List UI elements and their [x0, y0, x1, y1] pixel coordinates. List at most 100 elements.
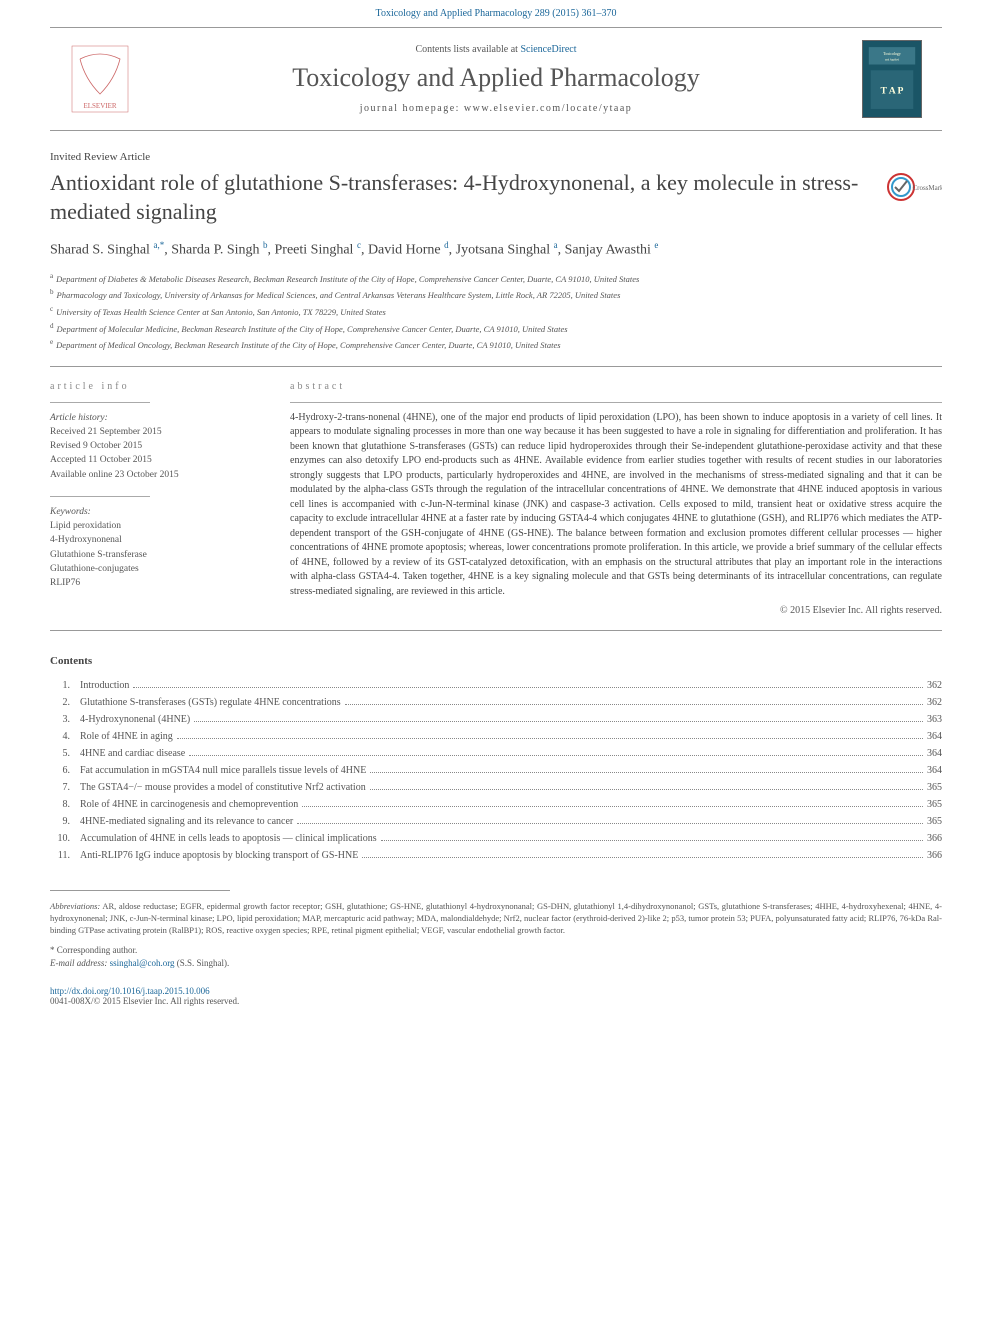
toc-num: 7. — [50, 779, 80, 796]
divider — [50, 630, 942, 631]
article-info-column: article info Article history: Received 2… — [50, 381, 260, 617]
affiliation: eDepartment of Medical Oncology, Beckman… — [50, 337, 942, 352]
journal-banner: ELSEVIER Contents lists available at Sci… — [50, 27, 942, 131]
homepage-line: journal homepage: www.elsevier.com/locat… — [130, 103, 862, 114]
toc-label: Introduction — [80, 677, 129, 694]
issn-line: 0041-008X/© 2015 Elsevier Inc. All right… — [50, 996, 239, 1006]
title-row: Antioxidant role of glutathione S-transf… — [50, 169, 942, 226]
info-abstract-row: article info Article history: Received 2… — [50, 381, 942, 617]
toc-page: 365 — [927, 813, 942, 830]
toc-num: 1. — [50, 677, 80, 694]
toc-row[interactable]: 8.Role of 4HNE in carcinogenesis and che… — [50, 796, 942, 813]
affiliation: bPharmacology and Toxicology, University… — [50, 287, 942, 302]
divider — [290, 402, 942, 403]
revised-date: Revised 9 October 2015 — [50, 439, 260, 453]
svg-text:ELSEVIER: ELSEVIER — [83, 102, 116, 110]
affiliation: dDepartment of Molecular Medicine, Beckm… — [50, 321, 942, 336]
footer-separator — [50, 890, 230, 891]
accepted-date: Accepted 11 October 2015 — [50, 453, 260, 467]
toc-dots — [345, 704, 923, 705]
divider-short — [50, 496, 150, 497]
abstract-header: abstract — [290, 381, 942, 392]
toc-label: Role of 4HNE in aging — [80, 728, 173, 745]
homepage-prefix: journal homepage: — [360, 103, 464, 114]
toc-num: 10. — [50, 830, 80, 847]
toc-label: The GSTA4−/− mouse provides a model of c… — [80, 779, 366, 796]
contents-header: Contents — [50, 655, 942, 667]
toc-dots — [302, 806, 923, 807]
toc-num: 3. — [50, 711, 80, 728]
toc-row[interactable]: 5.4HNE and cardiac disease364 — [50, 745, 942, 762]
toc-page: 366 — [927, 830, 942, 847]
toc-row[interactable]: 6.Fat accumulation in mGSTA4 null mice p… — [50, 762, 942, 779]
banner-center: Contents lists available at ScienceDirec… — [130, 44, 862, 114]
svg-text:T A P: T A P — [881, 86, 904, 97]
toc-dots — [297, 823, 923, 824]
affiliation: aDepartment of Diabetes & Metabolic Dise… — [50, 271, 942, 286]
toc-row[interactable]: 2.Glutathione S-transferases (GSTs) regu… — [50, 694, 942, 711]
toc-label: Anti-RLIP76 IgG induce apoptosis by bloc… — [80, 847, 358, 864]
toc-row[interactable]: 3.4-Hydroxynonenal (4HNE)363 — [50, 711, 942, 728]
article-info-header: article info — [50, 381, 260, 392]
toc-page: 365 — [927, 796, 942, 813]
toc-row[interactable]: 10.Accumulation of 4HNE in cells leads t… — [50, 830, 942, 847]
contents-prefix: Contents lists available at — [415, 44, 520, 55]
toc-page: 363 — [927, 711, 942, 728]
affiliation: cUniversity of Texas Health Science Cent… — [50, 304, 942, 319]
toc-page: 364 — [927, 745, 942, 762]
crossmark-icon[interactable]: CrossMark — [886, 169, 942, 205]
keyword: Glutathione S-transferase — [50, 548, 260, 562]
toc-label: Fat accumulation in mGSTA4 null mice par… — [80, 762, 366, 779]
toc-label: 4HNE-mediated signaling and its relevanc… — [80, 813, 293, 830]
elsevier-logo: ELSEVIER — [70, 44, 130, 114]
sciencedirect-link[interactable]: ScienceDirect — [520, 44, 576, 55]
toc-row[interactable]: 9.4HNE-mediated signaling and its releva… — [50, 813, 942, 830]
toc-label: Accumulation of 4HNE in cells leads to a… — [80, 830, 377, 847]
copyright-line: © 2015 Elsevier Inc. All rights reserved… — [290, 605, 942, 616]
homepage-url[interactable]: www.elsevier.com/locate/ytaap — [464, 103, 632, 114]
toc-row[interactable]: 7.The GSTA4−/− mouse provides a model of… — [50, 779, 942, 796]
toc-num: 8. — [50, 796, 80, 813]
author-name: , Sharda P. Singh — [164, 243, 259, 258]
toc-page: 362 — [927, 677, 942, 694]
toc-row[interactable]: 4.Role of 4HNE in aging 364 — [50, 728, 942, 745]
citation-link[interactable]: Toxicology and Applied Pharmacology 289 … — [376, 8, 617, 19]
authors-line: Sharad S. Singhal a,*, Sharda P. Singh b… — [50, 240, 942, 259]
toc-page: 364 — [927, 762, 942, 779]
email-name: (S.S. Singhal). — [175, 958, 230, 968]
email-label: E-mail address: — [50, 958, 107, 968]
toc-dots — [370, 789, 923, 790]
article-type: Invited Review Article — [50, 151, 942, 163]
toc-row[interactable]: 1.Introduction 362 — [50, 677, 942, 694]
toc-page: 365 — [927, 779, 942, 796]
toc-dots — [177, 738, 923, 739]
corresponding-author: * Corresponding author. — [50, 945, 942, 955]
author-name: , David Horne — [361, 243, 441, 258]
toc-num: 4. — [50, 728, 80, 745]
doi-link[interactable]: http://dx.doi.org/10.1016/j.taap.2015.10… — [50, 986, 210, 996]
keyword: RLIP76 — [50, 576, 260, 590]
citation-header: Toxicology and Applied Pharmacology 289 … — [0, 0, 992, 27]
divider-short — [50, 402, 150, 403]
keyword: Glutathione-conjugates — [50, 562, 260, 576]
toc-label: Glutathione S-transferases (GSTs) regula… — [80, 694, 341, 711]
toc-row[interactable]: 11.Anti-RLIP76 IgG induce apoptosis by b… — [50, 847, 942, 864]
abbrev-text: AR, aldose reductase; EGFR, epidermal gr… — [50, 901, 942, 935]
keywords-label: Keywords: — [50, 505, 260, 519]
toc-num: 6. — [50, 762, 80, 779]
email-line: E-mail address: ssinghal@coh.org (S.S. S… — [50, 958, 942, 968]
history-label: Article history: — [50, 411, 260, 425]
keyword: 4-Hydroxynonenal — [50, 533, 260, 547]
abstract-column: abstract 4-Hydroxy-2-trans-nonenal (4HNE… — [290, 381, 942, 617]
journal-name: Toxicology and Applied Pharmacology — [130, 63, 862, 93]
toc-page: 366 — [927, 847, 942, 864]
toc-num: 11. — [50, 847, 80, 864]
email-link[interactable]: ssinghal@coh.org — [110, 958, 175, 968]
table-of-contents: 1.Introduction3622.Glutathione S-transfe… — [50, 677, 942, 864]
toc-page: 364 — [927, 728, 942, 745]
toc-dots — [370, 772, 923, 773]
toc-num: 2. — [50, 694, 80, 711]
contents-line: Contents lists available at ScienceDirec… — [130, 44, 862, 55]
toc-label: 4HNE and cardiac disease — [80, 745, 185, 762]
toc-dots — [381, 840, 923, 841]
